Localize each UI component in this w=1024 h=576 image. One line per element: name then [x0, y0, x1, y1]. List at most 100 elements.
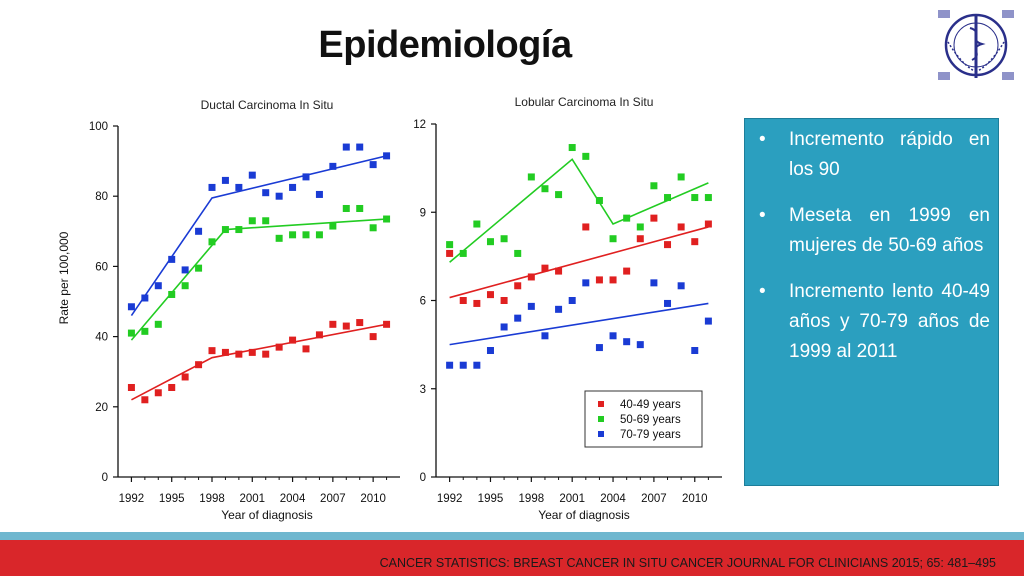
- lobular-data-point: [691, 194, 699, 202]
- lobular-data-point: [582, 223, 590, 231]
- legend-swatch: [598, 431, 604, 437]
- lobular-data-point: [704, 194, 712, 202]
- ductal-data-point: [342, 322, 350, 330]
- ductal-data-point: [127, 329, 135, 337]
- lobular-data-point: [527, 273, 535, 281]
- ductal-data-point: [127, 383, 135, 391]
- ductal-x-tick-label: 2010: [360, 493, 386, 505]
- slide-title: Epidemiología: [318, 24, 572, 66]
- ductal-data-point: [329, 320, 337, 328]
- citation: CANCER STATISTICS: BREAST CANCER IN SITU…: [379, 556, 996, 570]
- ductal-chart: Ductal Carcinoma In Situ 0 20 40 60 80 100 19…: [57, 98, 400, 522]
- ductal-data-point: [315, 190, 323, 198]
- lobular-data-point: [704, 317, 712, 325]
- lobular-x-tick-label: 1995: [478, 493, 504, 505]
- lobular-data-point: [527, 173, 535, 181]
- legend-label: 50-69 years: [620, 414, 681, 426]
- legend-label: 70-79 years: [620, 429, 681, 441]
- lobular-data-point: [623, 267, 631, 275]
- lobular-data-point: [555, 267, 563, 275]
- ductal-y-tick-label: 40: [95, 332, 108, 344]
- ductal-data-point: [181, 266, 189, 274]
- ductal-x-tick-label: 2004: [280, 493, 306, 505]
- ductal-data-point: [168, 290, 176, 298]
- ductal-data-point: [369, 224, 377, 232]
- lobular-data-point: [636, 223, 644, 231]
- legend-swatch: [598, 416, 604, 422]
- lobular-data-point: [486, 238, 494, 246]
- ductal-data-point: [208, 347, 216, 355]
- lobular-data-point: [623, 214, 631, 222]
- ductal-data-point: [329, 222, 337, 230]
- lobular-data-point: [636, 235, 644, 243]
- ductal-data-point: [356, 204, 364, 212]
- lobular-data-point: [459, 361, 467, 369]
- lobular-y-tick-label: 9: [420, 207, 426, 219]
- ductal-x-tick-label: 2001: [239, 493, 265, 505]
- lobular-data-point: [623, 338, 631, 346]
- ductal-data-point: [289, 336, 297, 344]
- lobular-data-point: [664, 299, 672, 307]
- lobular-chart-title: Lobular Carcinoma In Situ: [515, 95, 654, 109]
- lobular-data-point: [555, 191, 563, 199]
- bullet-text: Incremento lento 40-49 años y 70-79 años…: [789, 281, 990, 362]
- lobular-data-point: [691, 347, 699, 355]
- lobular-data-point: [568, 297, 576, 304]
- lobular-data-point: [609, 235, 617, 243]
- bullet-text: Meseta en 1999 en mujeres de 50-69 años: [789, 205, 990, 256]
- ductal-x-tick-label: 2007: [320, 493, 346, 505]
- lobular-data-point: [527, 302, 535, 310]
- ductal-data-point: [235, 350, 243, 358]
- ductal-data-point: [154, 282, 162, 290]
- ductal-data-point: [154, 320, 162, 328]
- lobular-data-point: [486, 291, 494, 299]
- lobular-data-point: [500, 297, 508, 304]
- ductal-data-point: [248, 217, 256, 225]
- ductal-data-point: [302, 173, 310, 181]
- legend-label: 40-49 years: [620, 399, 681, 411]
- footer-band: [0, 540, 1024, 576]
- lobular-data-point: [486, 347, 494, 355]
- ductal-data-point: [221, 176, 229, 184]
- lobular-data-point: [541, 332, 549, 340]
- ductal-data-point: [383, 320, 391, 328]
- ductal-data-point: [329, 162, 337, 170]
- ductal-x-label: Year of diagnosis: [221, 508, 313, 522]
- institute-logo: [934, 6, 1018, 84]
- ductal-data-point: [383, 215, 391, 223]
- ductal-data-point: [168, 383, 176, 391]
- lobular-y-tick-label: 12: [413, 119, 426, 131]
- ductal-trend-line: [130, 155, 387, 316]
- lobular-chart: Lobular Carcinoma In Situ 0 3 6 9 12 1992 199…: [413, 95, 722, 522]
- lobular-x-label: Year of diagnosis: [538, 508, 630, 522]
- lobular-data-point: [514, 249, 522, 257]
- ductal-data-point: [235, 183, 243, 191]
- ductal-data-point: [221, 348, 229, 356]
- ductal-data-point: [315, 231, 323, 239]
- ductal-data-point: [356, 319, 364, 327]
- lobular-y-tick-label: 0: [420, 472, 426, 484]
- lobular-data-point: [636, 341, 644, 349]
- lobular-data-point: [691, 238, 699, 246]
- ductal-y-tick-label: 0: [102, 472, 108, 484]
- lobular-data-point: [473, 361, 481, 369]
- ductal-trend-line: [131, 323, 387, 401]
- ductal-x-tick-label: 1998: [199, 493, 225, 505]
- lobular-x-tick-label: 2001: [559, 493, 585, 505]
- ductal-y-label: Rate per 100,000: [57, 231, 71, 324]
- ductal-data-point: [195, 264, 203, 272]
- ductal-data-point: [356, 143, 364, 151]
- ductal-data-point: [208, 183, 216, 191]
- ductal-data-point: [248, 348, 256, 356]
- lobular-data-point: [446, 361, 454, 369]
- lobular-x-tick-label: 1992: [437, 493, 463, 505]
- lobular-trend-line: [449, 158, 709, 263]
- lobular-data-point: [595, 276, 603, 284]
- ductal-data-point: [221, 226, 229, 234]
- bullet-dot-icon: •: [759, 129, 766, 150]
- lobular-data-point: [664, 194, 672, 202]
- bullet-item: • Incremento rápido en los 90: [755, 125, 990, 185]
- lobular-data-point: [595, 344, 603, 352]
- lobular-data-point: [459, 249, 467, 257]
- lobular-data-point: [459, 297, 467, 304]
